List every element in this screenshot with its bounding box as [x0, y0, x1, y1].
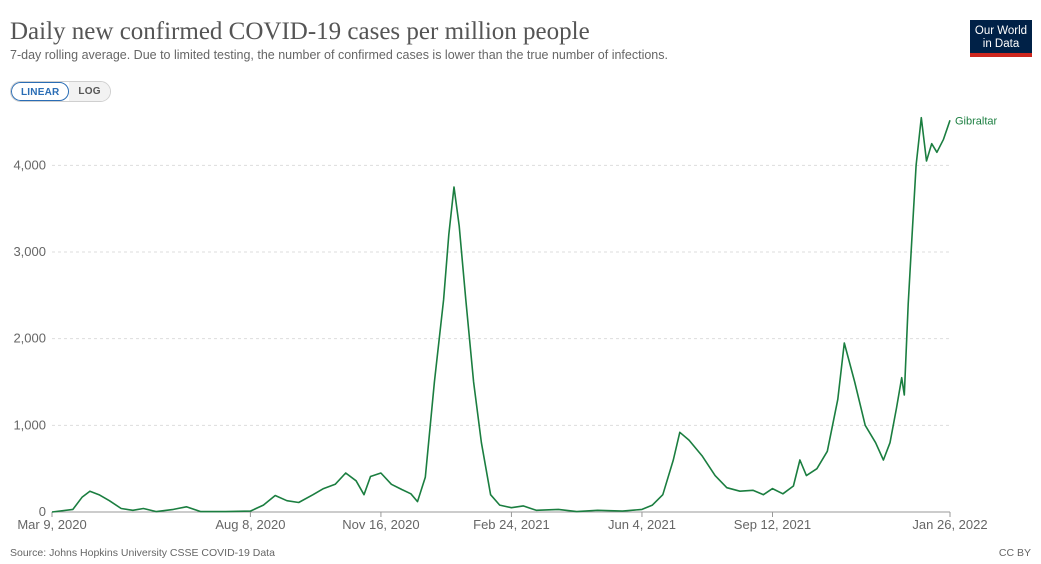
series-label: Gibraltar — [955, 115, 998, 127]
logo-line-1: Our World — [974, 25, 1028, 37]
y-tick-label: 1,000 — [13, 417, 46, 432]
series-line-gibraltar — [51, 116, 951, 513]
y-tick-label: 3,000 — [13, 244, 46, 259]
x-tick-label: Aug 8, 2020 — [215, 517, 285, 532]
x-tick-label: Jun 4, 2021 — [608, 517, 676, 532]
x-tick-label: Feb 24, 2021 — [473, 517, 550, 532]
license-label[interactable]: CC BY — [998, 547, 1031, 559]
chart-title: Daily new confirmed COVID-19 cases per m… — [10, 18, 590, 45]
y-tick-label: 4,000 — [13, 157, 46, 172]
our-world-in-data-logo[interactable]: Our World in Data — [970, 20, 1032, 57]
x-tick-label: Nov 16, 2020 — [342, 517, 419, 532]
x-tick-label: Jan 26, 2022 — [912, 517, 987, 532]
logo-line-2: in Data — [982, 38, 1020, 50]
y-tick-label: 2,000 — [13, 331, 46, 346]
linear-scale-button[interactable]: LINEAR — [11, 82, 70, 101]
source-note[interactable]: Source: Johns Hopkins University CSSE CO… — [10, 547, 275, 559]
scale-toggle: LINEAR LOG — [10, 81, 111, 102]
log-scale-button[interactable]: LOG — [69, 82, 110, 101]
y-tick-label: 0 — [39, 504, 46, 519]
x-tick-label: Mar 9, 2020 — [17, 517, 86, 532]
x-tick-label: Sep 12, 2021 — [734, 517, 811, 532]
chart-subtitle: 7-day rolling average. Due to limited te… — [10, 48, 668, 62]
